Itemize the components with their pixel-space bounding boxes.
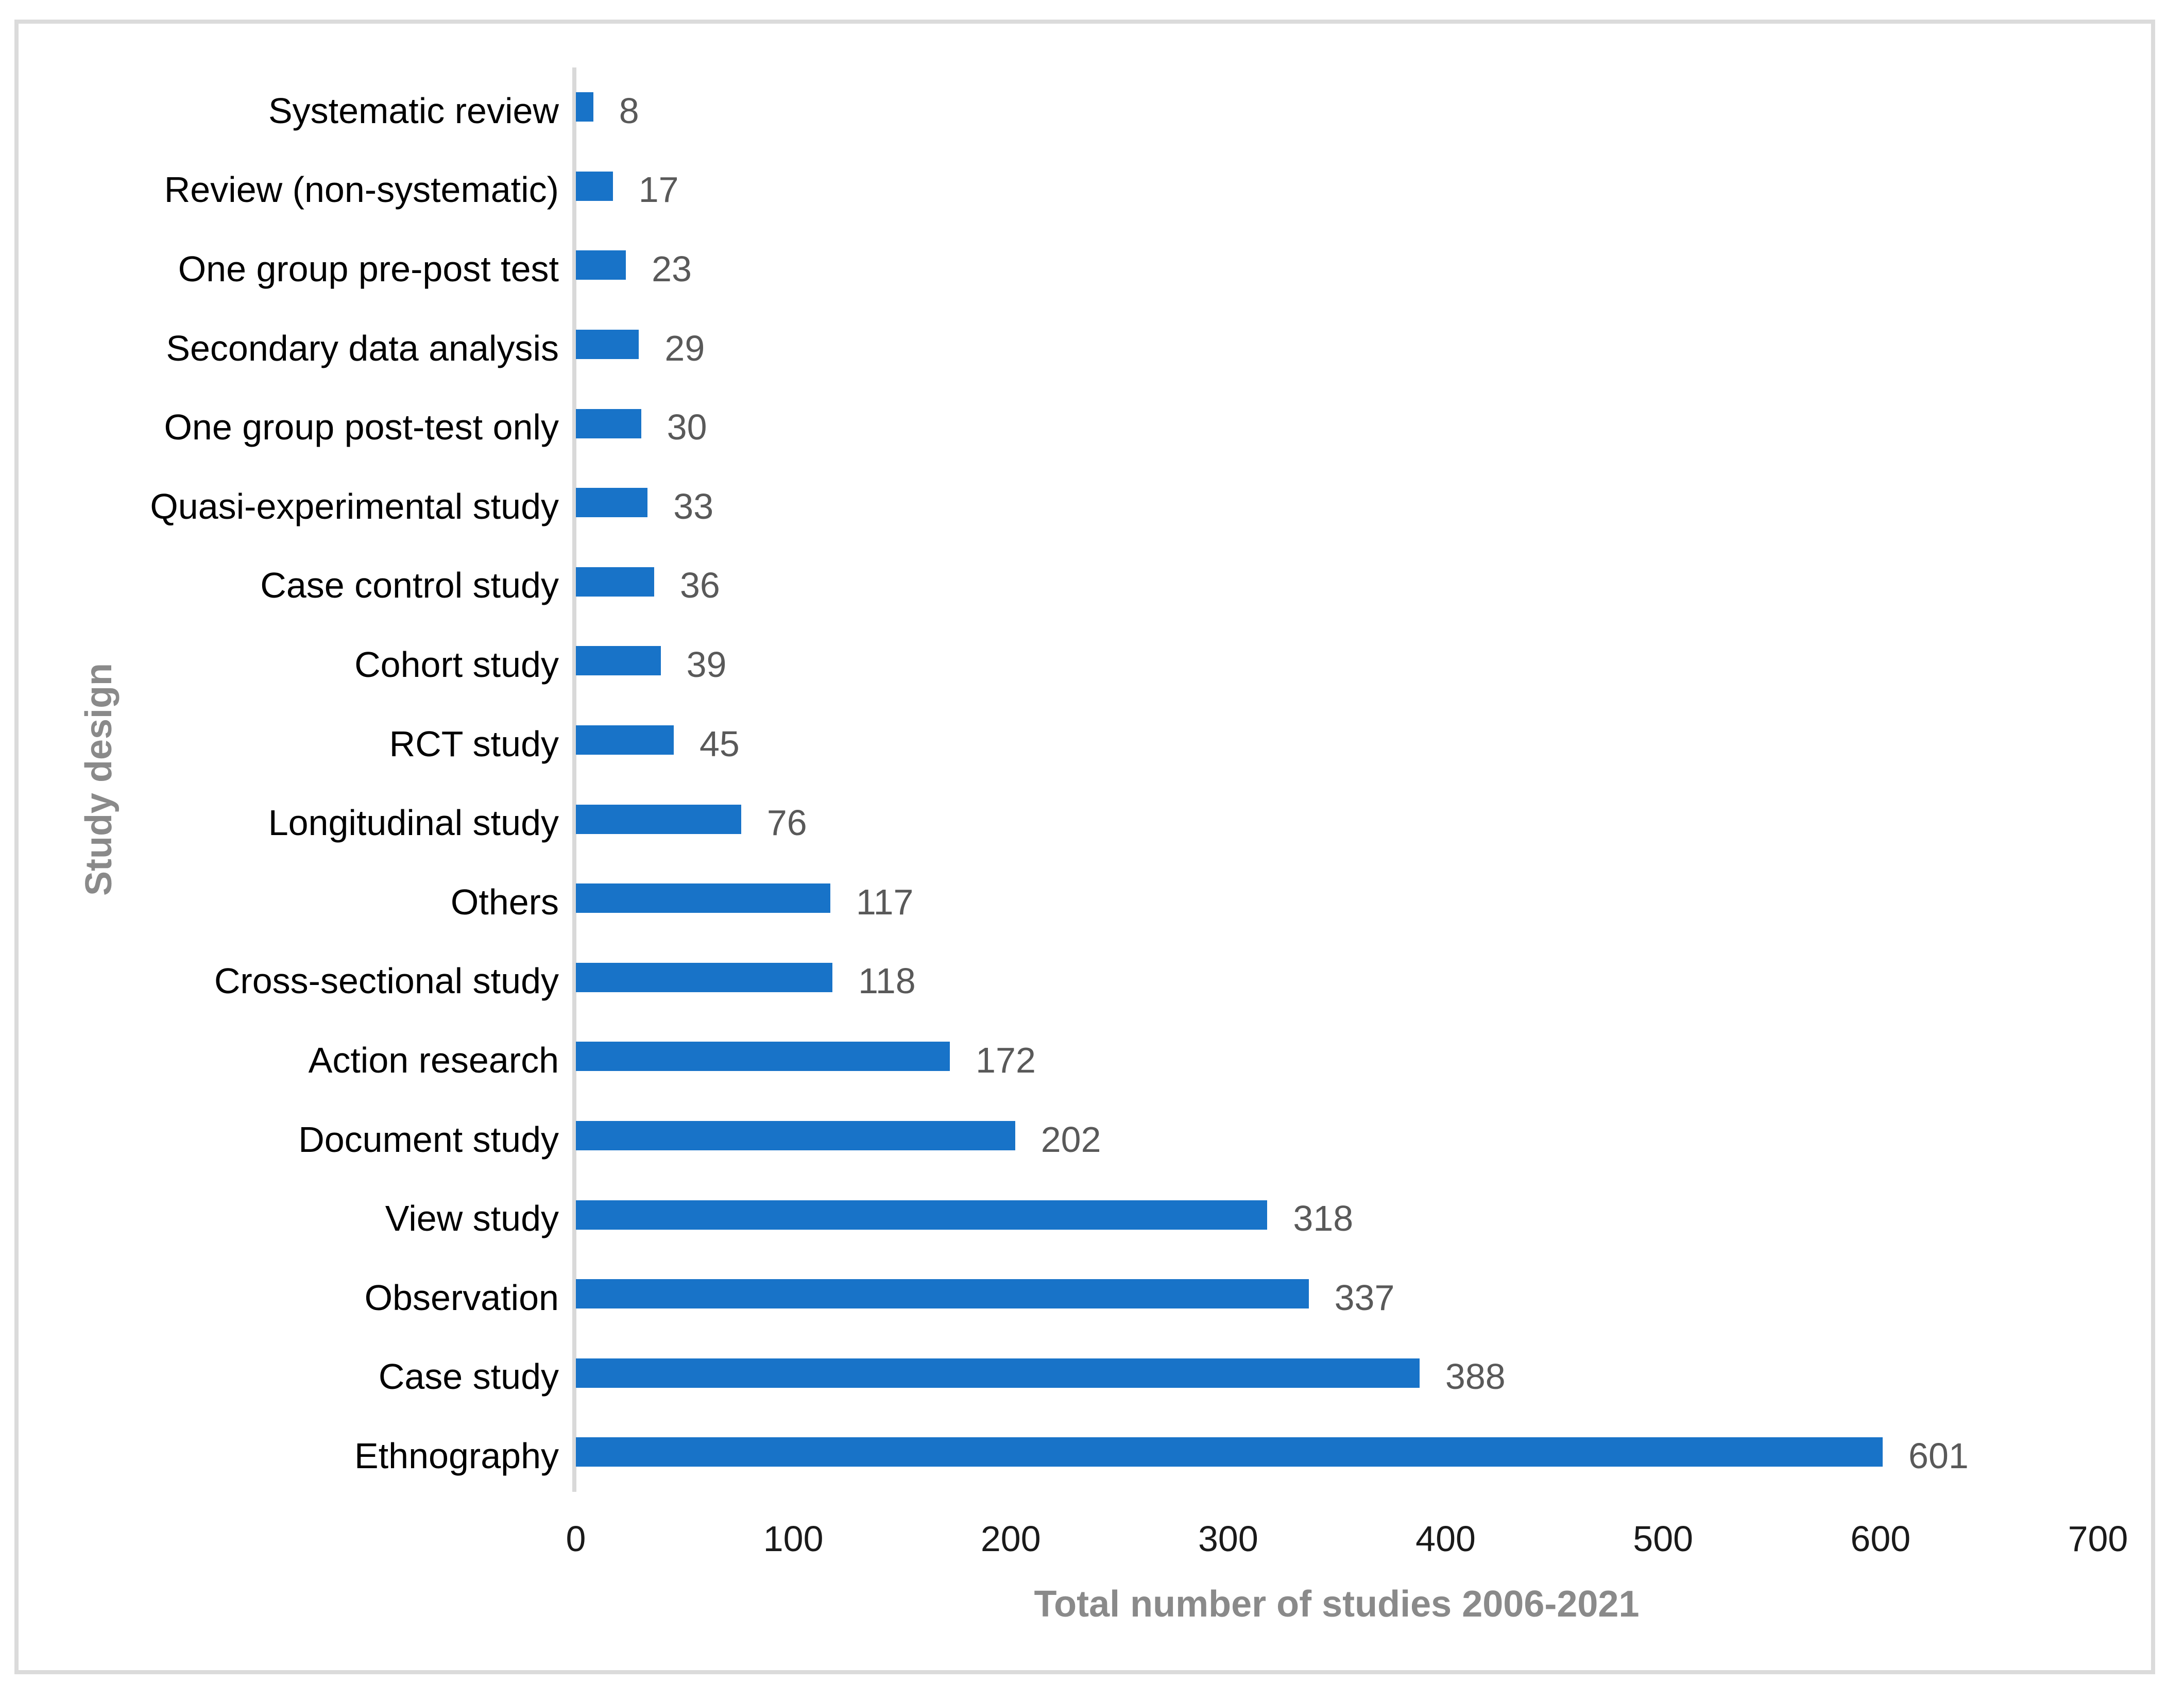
bar-row: View study 318 — [0, 1175, 2184, 1254]
bar-row: Cohort study 39 — [0, 621, 2184, 701]
x-tick-label: 500 — [1633, 1519, 1694, 1559]
value-label: 117 — [856, 881, 914, 922]
value-label: 172 — [976, 1040, 1036, 1080]
bar — [576, 1200, 1268, 1230]
bar — [576, 567, 654, 597]
bar — [576, 1437, 1883, 1467]
y-axis-title: Study design — [78, 662, 120, 896]
figure-border — [14, 20, 2155, 1674]
bar — [576, 171, 613, 201]
x-tick-label: 400 — [1415, 1519, 1476, 1559]
bar — [576, 1279, 1309, 1309]
category-label: RCT study — [389, 723, 559, 764]
x-axis-title: Total number of studies 2006-2021 — [1034, 1584, 1640, 1625]
value-label: 17 — [638, 169, 679, 210]
category-label: Observation — [364, 1277, 559, 1318]
category-label: Document study — [298, 1119, 559, 1160]
bar-row: Others 117 — [0, 859, 2184, 938]
x-tick-label: 200 — [980, 1519, 1041, 1559]
category-label: One group pre-post test — [178, 248, 559, 289]
category-label: Longitudinal study — [268, 803, 559, 843]
category-label: View study — [385, 1198, 559, 1239]
bar — [576, 962, 833, 992]
bar-row: Longitudinal study 76 — [0, 779, 2184, 859]
bar — [576, 1358, 1420, 1388]
category-label: Cross-sectional study — [214, 961, 559, 1001]
category-label: Cohort study — [354, 644, 559, 685]
x-tick-label: 300 — [1198, 1519, 1258, 1559]
value-label: 33 — [673, 486, 714, 526]
value-label: 318 — [1293, 1198, 1354, 1239]
value-label: 337 — [1334, 1277, 1395, 1318]
value-label: 118 — [858, 961, 916, 1001]
value-label: 30 — [667, 407, 707, 448]
bar — [576, 883, 830, 913]
value-label: 388 — [1445, 1356, 1506, 1397]
category-label: Quasi-experimental study — [150, 486, 559, 526]
value-label: 601 — [1908, 1435, 1969, 1476]
x-tick-label: 100 — [763, 1519, 824, 1559]
category-label: Secondary data analysis — [166, 328, 559, 368]
category-label: Case control study — [260, 565, 559, 606]
category-label: One group post-test only — [164, 407, 559, 448]
bar — [576, 725, 674, 755]
bar-row: Action research 172 — [0, 1017, 2184, 1096]
bar-row: Quasi-experimental study 33 — [0, 463, 2184, 542]
bar — [576, 330, 639, 360]
value-label: 8 — [619, 90, 639, 131]
bar-row: Ethnography 601 — [0, 1413, 2184, 1492]
x-tick-label: 600 — [1850, 1519, 1911, 1559]
value-label: 29 — [664, 328, 705, 368]
category-label: Systematic review — [268, 90, 559, 131]
bar — [576, 804, 741, 834]
bar — [576, 1042, 950, 1072]
bar — [576, 92, 593, 122]
bar — [576, 409, 641, 438]
value-label: 76 — [766, 803, 807, 843]
value-label: 45 — [699, 723, 740, 764]
bar-row: RCT study 45 — [0, 701, 2184, 780]
bar-row: Document study 202 — [0, 1096, 2184, 1176]
bar-row: Observation 337 — [0, 1254, 2184, 1334]
category-label: Ethnography — [354, 1435, 559, 1476]
bar-row: One group post-test only 30 — [0, 384, 2184, 463]
category-label: Review (non-systematic) — [164, 169, 559, 210]
x-tick-label: 0 — [566, 1519, 586, 1559]
value-label: 39 — [686, 644, 727, 685]
bar-row: One group pre-post test 23 — [0, 226, 2184, 305]
bar — [576, 250, 626, 280]
value-label: 23 — [652, 248, 692, 289]
y-axis-line — [572, 67, 576, 1492]
category-label: Others — [450, 881, 559, 922]
bar-row: Review (non-systematic) 17 — [0, 147, 2184, 226]
bar — [576, 646, 661, 676]
bar-row: Secondary data analysis 29 — [0, 305, 2184, 384]
bar-row: Case control study 36 — [0, 542, 2184, 622]
bar-row: Case study 388 — [0, 1334, 2184, 1413]
value-label: 36 — [679, 565, 720, 606]
category-label: Action research — [308, 1040, 559, 1080]
bar-row: Systematic review 8 — [0, 67, 2184, 147]
bar — [576, 1121, 1015, 1151]
category-label: Case study — [378, 1356, 559, 1397]
x-tick-label: 700 — [2068, 1519, 2128, 1559]
value-label: 202 — [1040, 1119, 1101, 1160]
bar-row: Cross-sectional study 118 — [0, 938, 2184, 1017]
bar — [576, 488, 648, 518]
